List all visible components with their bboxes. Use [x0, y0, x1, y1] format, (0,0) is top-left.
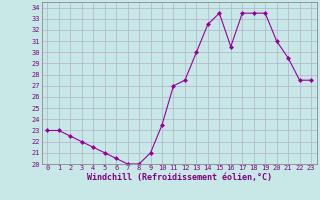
- X-axis label: Windchill (Refroidissement éolien,°C): Windchill (Refroidissement éolien,°C): [87, 173, 272, 182]
